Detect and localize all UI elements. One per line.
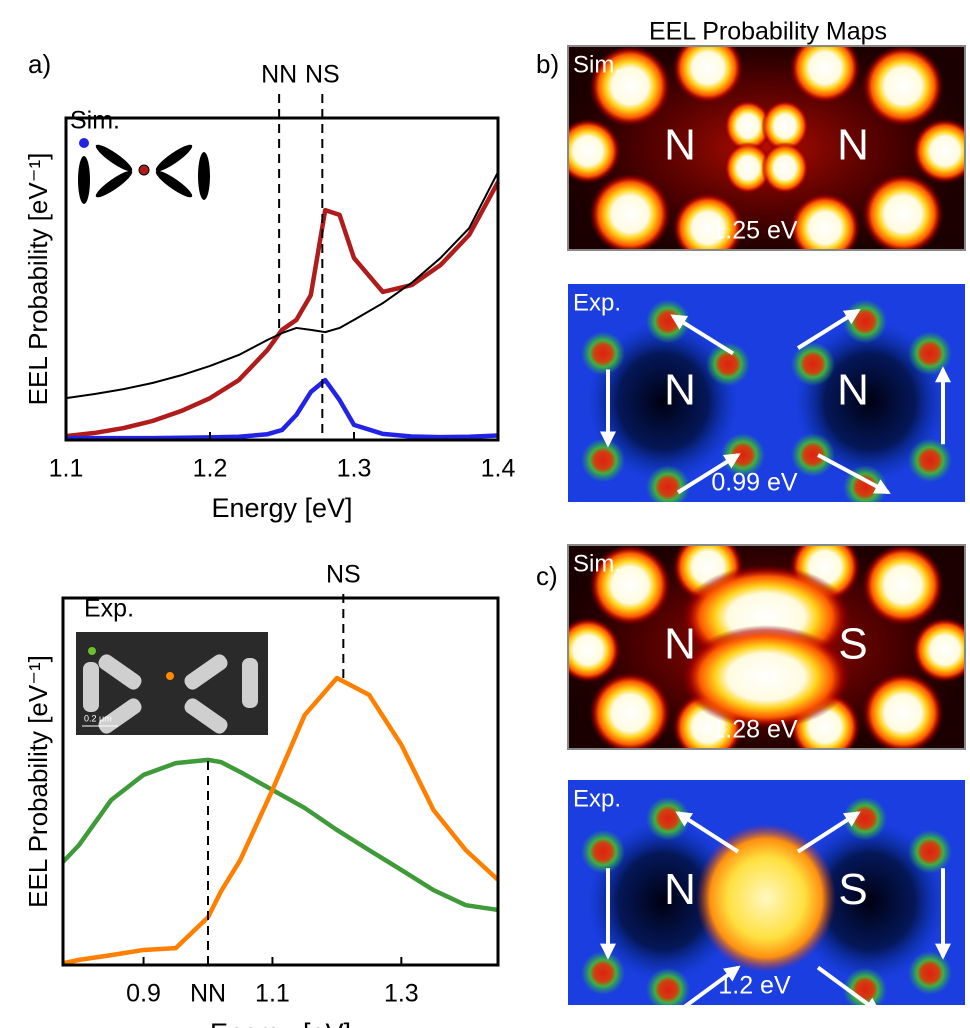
map-spot	[646, 968, 690, 1012]
map-blob	[590, 174, 671, 255]
inset-label: Exp.	[84, 595, 134, 623]
data-line	[63, 760, 498, 910]
map-spot	[581, 830, 625, 874]
map-blob	[863, 174, 944, 255]
map-blob	[863, 46, 944, 127]
map-spot	[908, 438, 952, 482]
panel-label: b)	[536, 49, 559, 79]
annotation-label: NS	[326, 561, 361, 589]
figure: a) b) c) EEL Probability Maps 0.2 μm 1.1…	[0, 0, 970, 1028]
x-tick-label: 1.1	[255, 980, 290, 1008]
annotation-label: NS	[305, 61, 340, 89]
x-tick-label: 1.3	[384, 980, 419, 1008]
annotation-label: NN	[190, 980, 226, 1008]
map-energy: 1.2 eV	[718, 972, 791, 1000]
data-line	[66, 380, 498, 438]
plot-frame	[66, 118, 498, 440]
map-blob	[696, 824, 836, 972]
map-blob	[556, 119, 621, 184]
map-blob	[863, 545, 944, 626]
map-spot	[791, 433, 835, 477]
map-spot	[843, 299, 887, 343]
data-line	[66, 172, 498, 398]
x-tick-label: 0.9	[126, 980, 161, 1008]
map-label: Sim.	[573, 550, 621, 577]
map-left-pole: N	[664, 620, 696, 669]
x-tick-label: 1.2	[193, 455, 228, 483]
map-right-pole: N	[837, 366, 869, 415]
y-axis-label: EEL Probability [eV⁻¹]	[23, 153, 53, 406]
map-spot	[908, 830, 952, 874]
map-energy: 1.25 eV	[711, 217, 798, 245]
map-spot	[908, 951, 952, 995]
map-label: Exp.	[573, 785, 621, 812]
map-left-pole: N	[664, 366, 696, 415]
map-left-pole: N	[664, 121, 696, 170]
panel-label: c)	[536, 561, 558, 591]
map-energy: 1.28 eV	[711, 716, 798, 744]
map-spot	[581, 331, 625, 375]
map-spot	[791, 342, 835, 386]
map-blob	[681, 625, 851, 729]
x-axis-label: Energy [eV]	[210, 1018, 351, 1028]
map-right-pole: N	[837, 121, 869, 170]
maps-title: EEL Probability Maps	[649, 18, 887, 46]
map-label: Exp.	[573, 289, 621, 316]
map-spot	[581, 951, 625, 995]
data-line	[66, 182, 498, 436]
map-blob	[556, 618, 621, 683]
x-axis-label: Energy [eV]	[211, 493, 352, 523]
page: EEL Probability {"panel_labels": ["a)", …	[0, 0, 970, 1028]
map-blob	[790, 193, 860, 263]
map-energy: 0.99 eV	[711, 469, 798, 497]
y-axis-label: EEL Probability [eV⁻¹]	[23, 655, 53, 908]
panel-label: a)	[28, 49, 51, 79]
map-right-pole: S	[838, 865, 867, 914]
map-right-pole: S	[838, 620, 867, 669]
map-label: Sim.	[573, 51, 621, 78]
map-spot	[908, 331, 952, 375]
map-left-pole: N	[664, 865, 696, 914]
x-tick-label: 1.4	[481, 455, 516, 483]
map-spot	[581, 438, 625, 482]
scale-bar-label: 0.2 μm	[84, 713, 112, 723]
x-tick-label: 1.3	[337, 455, 372, 483]
inset-label: Sim.	[70, 107, 120, 135]
map-blob	[761, 142, 809, 194]
map-blob	[590, 673, 671, 754]
map-blob	[863, 673, 944, 754]
body: a) b) c) EEL Probability Maps 0.2 μm 1.1…	[0, 0, 970, 1028]
annotation-label: NN	[261, 61, 297, 89]
schematic	[78, 138, 210, 204]
x-tick-label: 1.1	[49, 455, 84, 483]
